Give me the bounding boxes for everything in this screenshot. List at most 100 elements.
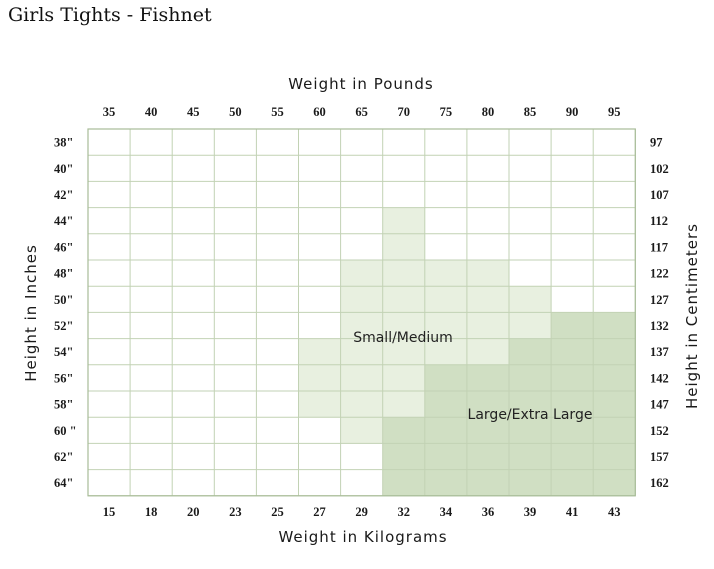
size-cell-large-extra-large-90lb-60in — [551, 417, 594, 444]
tick-label-cm-162: 162 — [650, 476, 669, 490]
size-cell-large-extra-large-85lb-58in — [509, 391, 552, 418]
size-cell-small-medium-70lb-48in — [382, 260, 425, 287]
tick-label-cm-107: 107 — [650, 188, 669, 202]
tick-label-in-48: 48" — [54, 267, 73, 281]
size-cell-small-medium-75lb-54in — [424, 338, 468, 365]
size-cell-small-medium-80lb-54in — [466, 338, 510, 365]
size-cell-small-medium-85lb-50in — [509, 286, 552, 313]
size-cells — [298, 207, 636, 496]
size-cell-small-medium-70lb-44in — [382, 207, 425, 234]
tick-label-lbs-95: 95 — [608, 105, 621, 119]
size-cell-large-extra-large-80lb-58in — [466, 391, 510, 418]
size-cell-large-extra-large-80lb-60in — [466, 417, 510, 444]
tick-label-cm-112: 112 — [650, 214, 668, 228]
tick-label-in-54: 54" — [54, 345, 73, 359]
size-cell-small-medium-70lb-46in — [382, 233, 425, 261]
size-cell-small-medium-75lb-48in — [424, 260, 468, 287]
size-cell-large-extra-large-75lb-62in — [424, 443, 468, 470]
size-cell-large-extra-large-95lb-58in — [593, 391, 636, 418]
axis-titles: Weight in Pounds Weight in Kilograms Hei… — [22, 75, 701, 546]
size-cell-large-extra-large-95lb-62in — [593, 443, 636, 470]
tick-label-kg-23: 23 — [229, 505, 242, 519]
size-cell-large-extra-large-85lb-60in — [509, 417, 552, 444]
tick-label-kg-29: 29 — [355, 505, 368, 519]
size-cell-small-medium-60lb-54in — [298, 338, 341, 365]
tick-label-in-62: 62" — [54, 450, 73, 464]
size-cell-small-medium-65lb-50in — [340, 286, 383, 313]
tick-label-in-52: 52" — [54, 319, 73, 333]
tick-label-cm-132: 132 — [650, 319, 669, 333]
tick-label-in-44: 44" — [54, 214, 73, 228]
size-cell-small-medium-75lb-50in — [424, 286, 468, 313]
size-cell-small-medium-60lb-56in — [298, 364, 341, 392]
size-cell-large-extra-large-90lb-56in — [551, 364, 594, 392]
left-axis-title: Height in Inches — [22, 244, 40, 382]
tick-label-kg-18: 18 — [145, 505, 158, 519]
tick-label-lbs-35: 35 — [103, 105, 116, 119]
tick-label-kg-43: 43 — [608, 505, 621, 519]
size-region-labels: Small/Medium Large/Extra Large — [353, 330, 592, 423]
tick-label-in-40: 40" — [54, 162, 73, 176]
tick-label-lbs-90: 90 — [566, 105, 579, 119]
tick-label-lbs-75: 75 — [440, 105, 453, 119]
size-cell-large-extra-large-70lb-64in — [382, 469, 425, 496]
tick-label-cm-117: 117 — [650, 240, 668, 254]
tick-label-cm-152: 152 — [650, 424, 669, 438]
tick-label-cm-137: 137 — [650, 345, 669, 359]
tick-label-in-38: 38" — [54, 136, 73, 150]
size-cell-large-extra-large-80lb-62in — [466, 443, 510, 470]
size-cell-small-medium-65lb-56in — [340, 364, 383, 392]
size-cell-small-medium-70lb-58in — [382, 391, 425, 418]
size-cell-small-medium-70lb-56in — [382, 364, 425, 392]
size-cell-large-extra-large-75lb-64in — [424, 469, 468, 496]
size-cell-large-extra-large-75lb-56in — [424, 364, 468, 392]
tick-label-kg-20: 20 — [187, 505, 200, 519]
tick-label-cm-102: 102 — [650, 162, 669, 176]
tick-label-cm-142: 142 — [650, 371, 669, 385]
size-cell-small-medium-65lb-60in — [340, 417, 383, 444]
tick-label-kg-27: 27 — [313, 505, 326, 519]
size-cell-large-extra-large-75lb-60in — [424, 417, 468, 444]
size-cell-large-extra-large-85lb-64in — [509, 469, 552, 496]
tick-label-lbs-80: 80 — [482, 105, 495, 119]
size-cell-large-extra-large-90lb-52in — [551, 312, 594, 339]
tick-label-kg-36: 36 — [482, 505, 495, 519]
size-cell-small-medium-70lb-54in — [382, 338, 425, 365]
tick-label-in-56: 56" — [54, 371, 73, 385]
size-cell-small-medium-65lb-48in — [340, 260, 383, 287]
tick-label-kg-39: 39 — [524, 505, 537, 519]
tick-label-in-50: 50" — [54, 293, 73, 307]
size-cell-small-medium-80lb-50in — [466, 286, 510, 313]
size-cell-small-medium-75lb-52in — [424, 312, 468, 339]
right-axis-title: Height in Centimeters — [683, 223, 701, 409]
bottom-axis-title: Weight in Kilograms — [278, 528, 447, 546]
size-label-large-extra-large: Large/Extra Large — [468, 407, 593, 423]
tick-label-cm-127: 127 — [650, 293, 669, 307]
size-cell-small-medium-65lb-54in — [340, 338, 383, 365]
size-cell-large-extra-large-90lb-62in — [551, 443, 594, 470]
size-cell-small-medium-65lb-58in — [340, 391, 383, 418]
size-cell-large-extra-large-85lb-62in — [509, 443, 552, 470]
size-cell-large-extra-large-75lb-58in — [424, 391, 468, 418]
tick-label-in-58: 58" — [54, 398, 73, 412]
size-cell-large-extra-large-95lb-60in — [593, 417, 636, 444]
tick-label-kg-34: 34 — [440, 505, 453, 519]
tick-label-lbs-45: 45 — [187, 105, 200, 119]
size-cell-small-medium-60lb-58in — [298, 391, 341, 418]
tick-label-lbs-55: 55 — [271, 105, 284, 119]
tick-label-lbs-70: 70 — [398, 105, 411, 119]
page-title: Girls Tights - Fishnet — [8, 4, 212, 26]
tick-label-kg-32: 32 — [398, 505, 411, 519]
tick-label-cm-147: 147 — [650, 398, 669, 412]
tick-label-lbs-85: 85 — [524, 105, 537, 119]
tick-label-kg-15: 15 — [103, 505, 116, 519]
size-cell-small-medium-65lb-52in — [340, 312, 383, 339]
tick-label-lbs-65: 65 — [355, 105, 368, 119]
tick-label-in-46: 46" — [54, 240, 73, 254]
size-cell-small-medium-70lb-50in — [382, 286, 425, 313]
chart-grid — [87, 128, 636, 497]
size-cell-large-extra-large-85lb-56in — [509, 364, 552, 392]
size-cell-large-extra-large-90lb-58in — [551, 391, 594, 418]
axis-ticks: 35 40 45 50 55 60 65 70 75 80 85 90 95 15 18 20 23 25 27 29… — [54, 105, 669, 519]
